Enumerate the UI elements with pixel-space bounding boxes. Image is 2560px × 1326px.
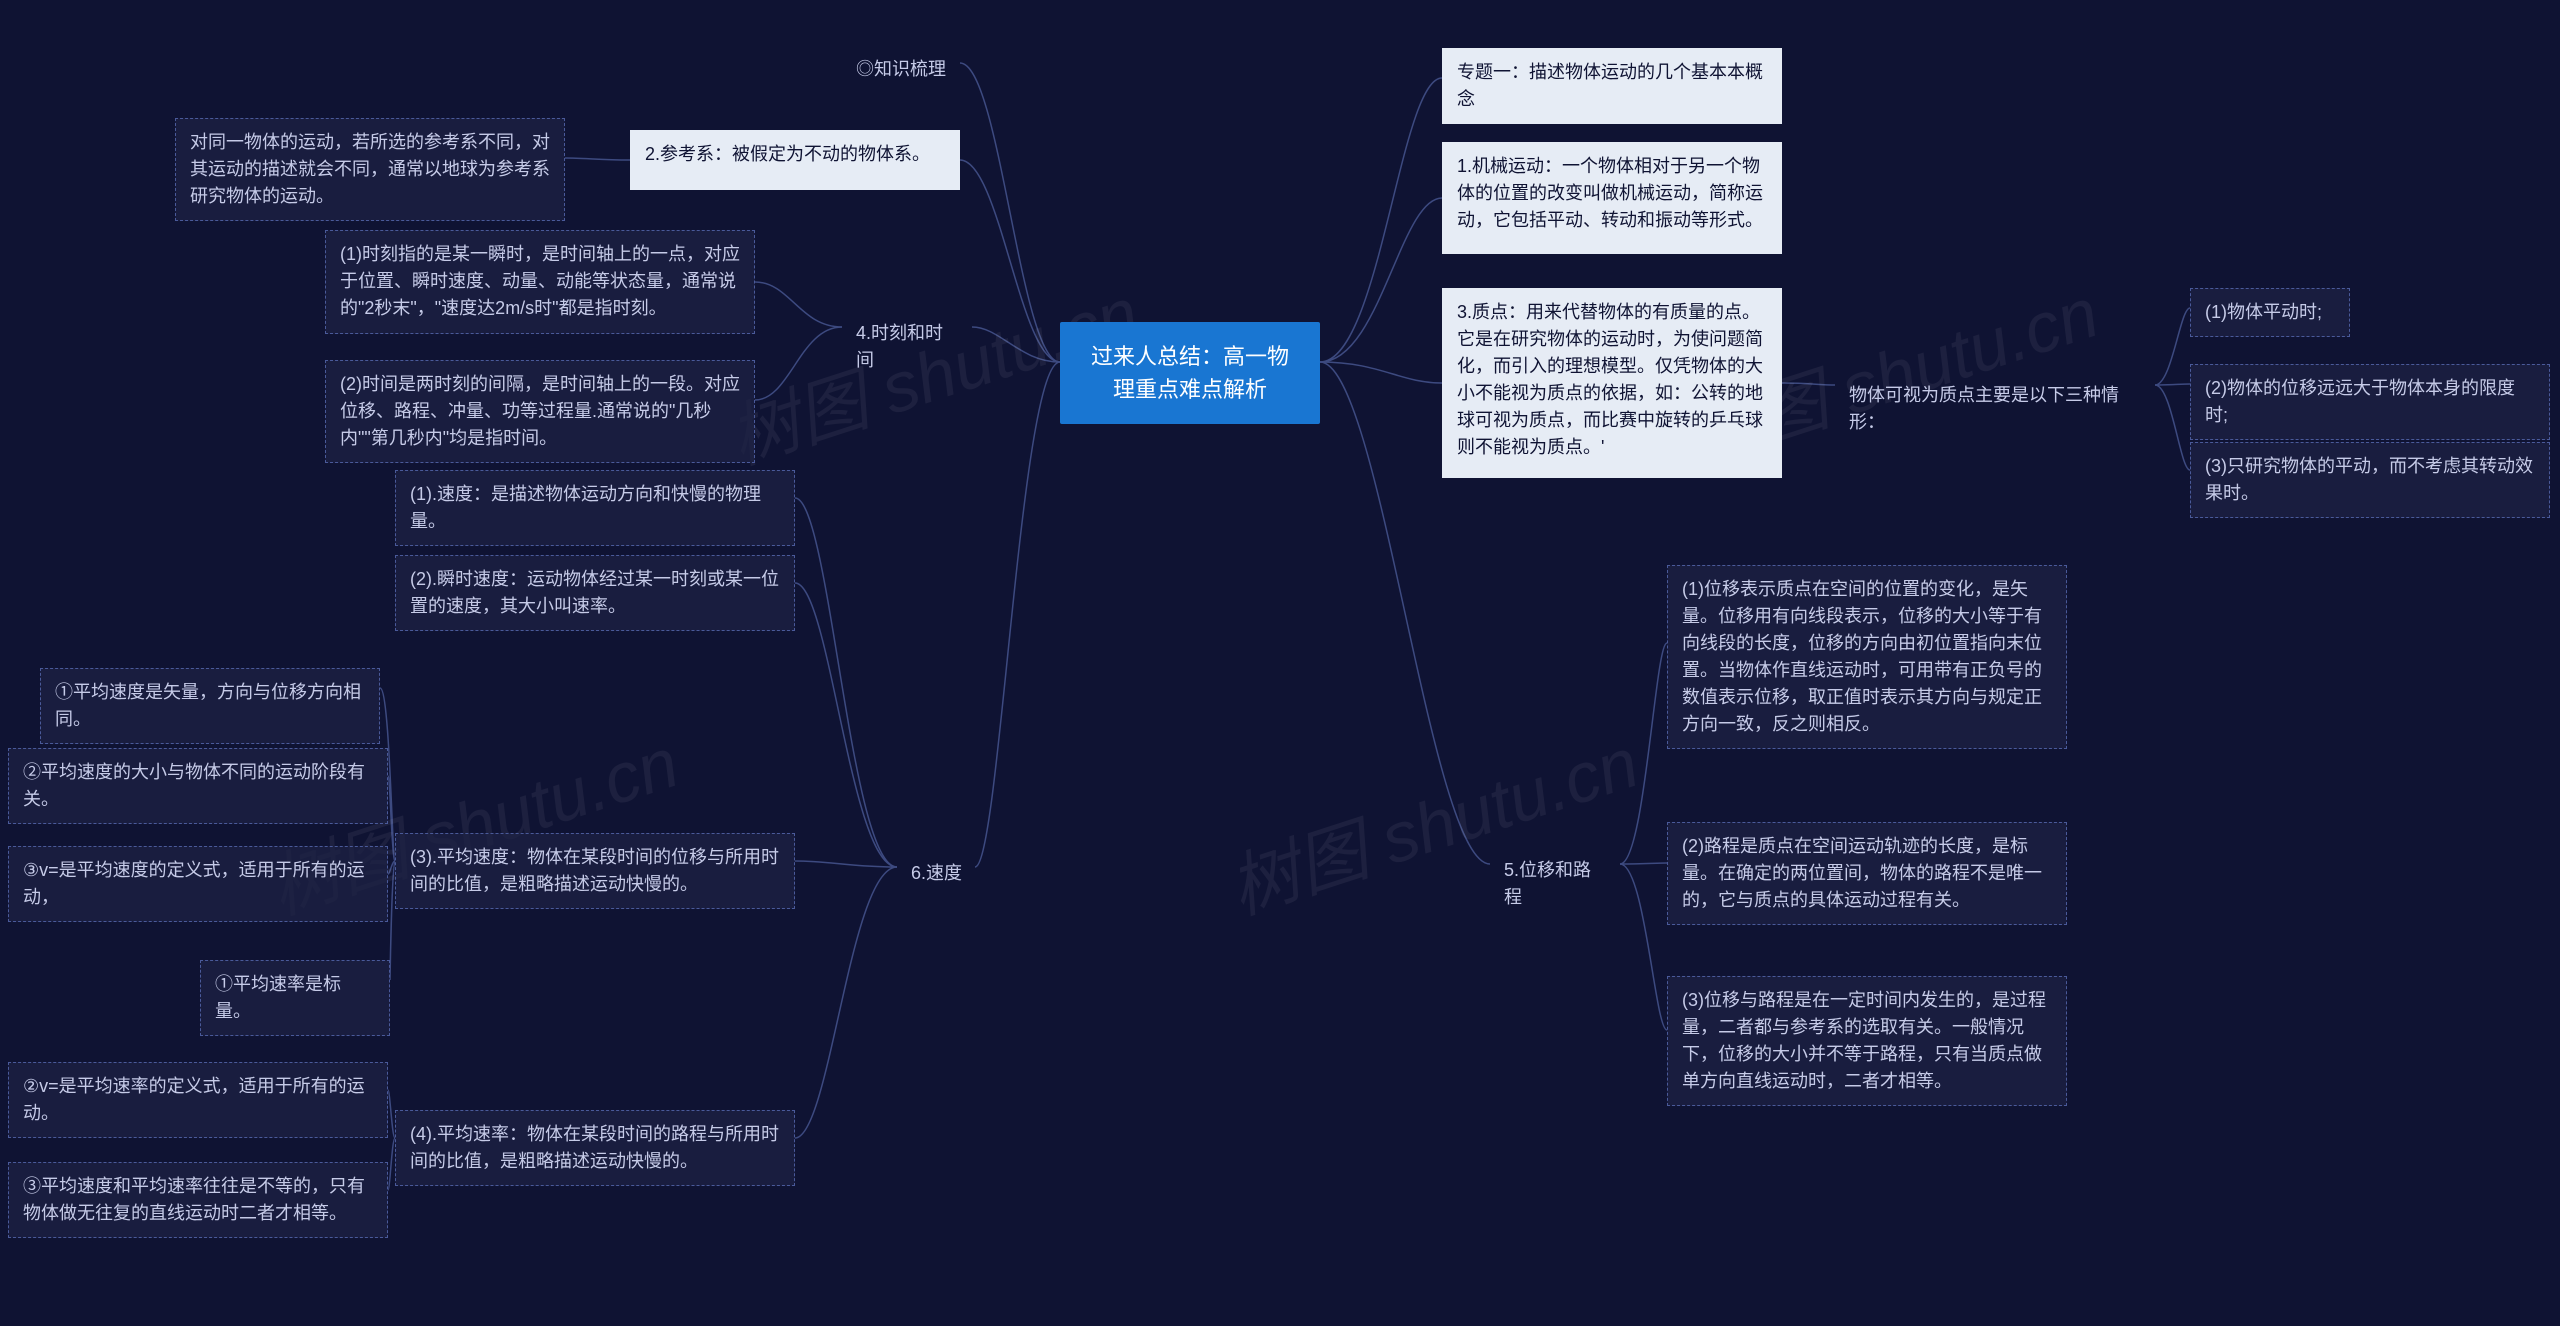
right-node-3-child-2[interactable]: (3)只研究物体的平动，而不考虑其转动效果时。 [2190, 442, 2550, 518]
left-node-6-3-child-1[interactable]: ③平均速度和平均速率往往是不等的，只有物体做无往复的直线运动时二者才相等。 [8, 1162, 388, 1238]
left-node-6-child-3[interactable]: (4).平均速率：物体在某段时间的路程与所用时间的比值，是粗略描述运动快慢的。 [395, 1110, 795, 1186]
right-node-1[interactable]: 1.机械运动：一个物体相对于另一个物体的位置的改变叫做机械运动，简称运动，它包括… [1442, 142, 1782, 254]
left-node-zhishi[interactable]: ◎知识梳理 [842, 46, 962, 93]
left-node-6-2-child-0[interactable]: ①平均速度是矢量，方向与位移方向相同。 [40, 668, 380, 744]
right-node-5[interactable]: 5.位移和路程 [1490, 847, 1620, 921]
left-node-6[interactable]: 6.速度 [897, 850, 977, 897]
right-node-5-child-1[interactable]: (2)路程是质点在空间运动轨迹的长度，是标量。在确定的两位置间，物体的路程不是唯… [1667, 822, 2067, 925]
left-node-6-2-child-1[interactable]: ②平均速度的大小与物体不同的运动阶段有关。 [8, 748, 388, 824]
left-node-2-child-0[interactable]: 对同一物体的运动，若所选的参考系不同，对其运动的描述就会不同，通常以地球为参考系… [175, 118, 565, 221]
left-node-6-child-0[interactable]: (1).速度：是描述物体运动方向和快慢的物理量。 [395, 470, 795, 546]
right-node-5-child-0[interactable]: (1)位移表示质点在空间的位置的变化，是矢量。位移用有向线段表示，位移的大小等于… [1667, 565, 2067, 749]
left-node-6-child-2[interactable]: (3).平均速度：物体在某段时间的位移与所用时间的比值，是粗略描述运动快慢的。 [395, 833, 795, 909]
left-node-6-child-1[interactable]: (2).瞬时速度：运动物体经过某一时刻或某一位置的速度，其大小叫速率。 [395, 555, 795, 631]
right-node-3-child-1[interactable]: (2)物体的位移远远大于物体本身的限度时; [2190, 364, 2550, 440]
right-node-5-child-2[interactable]: (3)位移与路程是在一定时间内发生的，是过程量，二者都与参考系的选取有关。一般情… [1667, 976, 2067, 1106]
left-node-6-2-child-2[interactable]: ③v=是平均速度的定义式，适用于所有的运动， [8, 846, 388, 922]
left-node-4-child-0[interactable]: (1)时刻指的是某一瞬时，是时间轴上的一点，对应于位置、瞬时速度、动量、动能等状… [325, 230, 755, 334]
left-node-6-3-child-0[interactable]: ②v=是平均速率的定义式，适用于所有的运动。 [8, 1062, 388, 1138]
right-node-3-child-0[interactable]: (1)物体平动时; [2190, 288, 2350, 337]
right-node-3-label: 物体可视为质点主要是以下三种情形： [1835, 372, 2155, 446]
left-node-2[interactable]: 2.参考系：被假定为不动的物体系。 [630, 130, 960, 190]
left-node-4-child-1[interactable]: (2)时间是两时刻的间隔，是时间轴上的一段。对应位移、路程、冲量、功等过程量.通… [325, 360, 755, 463]
left-node-4[interactable]: 4.时刻和时间 [842, 310, 972, 384]
center-node[interactable]: 过来人总结：高一物理重点难点解析 [1060, 322, 1320, 424]
left-node-6-2-child-3[interactable]: ①平均速率是标量。 [200, 960, 390, 1036]
mindmap-canvas: 树图 shutu.cn 树图 shutu.cn 树图 shutu.cn 树图 s… [0, 0, 2560, 1326]
right-node-top[interactable]: 专题一：描述物体运动的几个基本本概念 [1442, 48, 1782, 124]
right-node-3[interactable]: 3.质点：用来代替物体的有质量的点。它是在研究物体的运动时，为使问题简化，而引入… [1442, 288, 1782, 478]
